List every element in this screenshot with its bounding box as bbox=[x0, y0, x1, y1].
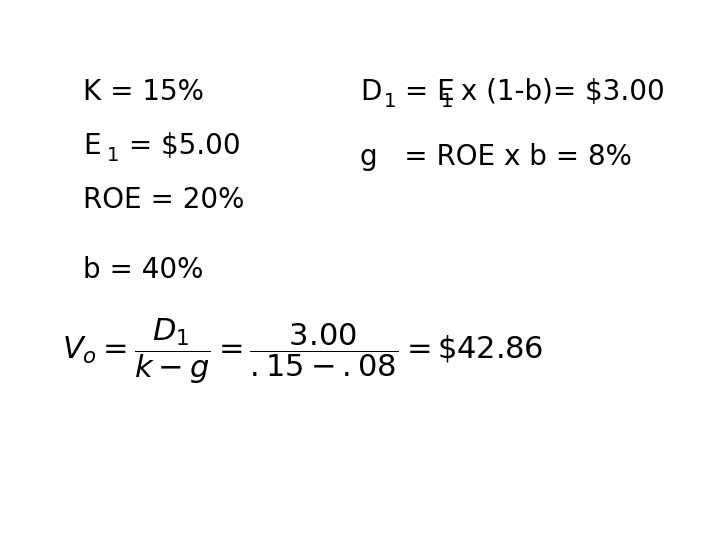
Text: D: D bbox=[360, 78, 382, 106]
Text: 1: 1 bbox=[107, 146, 119, 165]
Text: g   = ROE x b = 8%: g = ROE x b = 8% bbox=[360, 143, 632, 171]
Text: E: E bbox=[83, 132, 100, 160]
Text: ROE = 20%: ROE = 20% bbox=[83, 186, 244, 214]
Text: b = 40%: b = 40% bbox=[83, 256, 203, 284]
Text: K = 15%: K = 15% bbox=[83, 78, 204, 106]
Text: 1: 1 bbox=[384, 92, 396, 111]
Text: 1: 1 bbox=[441, 92, 453, 111]
Text: = E: = E bbox=[396, 78, 455, 106]
Text: x (1-b)= $3.00: x (1-b)= $3.00 bbox=[452, 78, 665, 106]
Text: $V_o = \dfrac{D_1}{k-g} = \dfrac{3.00}{.15-.08} = \$42.86$: $V_o = \dfrac{D_1}{k-g} = \dfrac{3.00}{.… bbox=[62, 316, 543, 386]
Text: = $5.00: = $5.00 bbox=[120, 132, 241, 160]
